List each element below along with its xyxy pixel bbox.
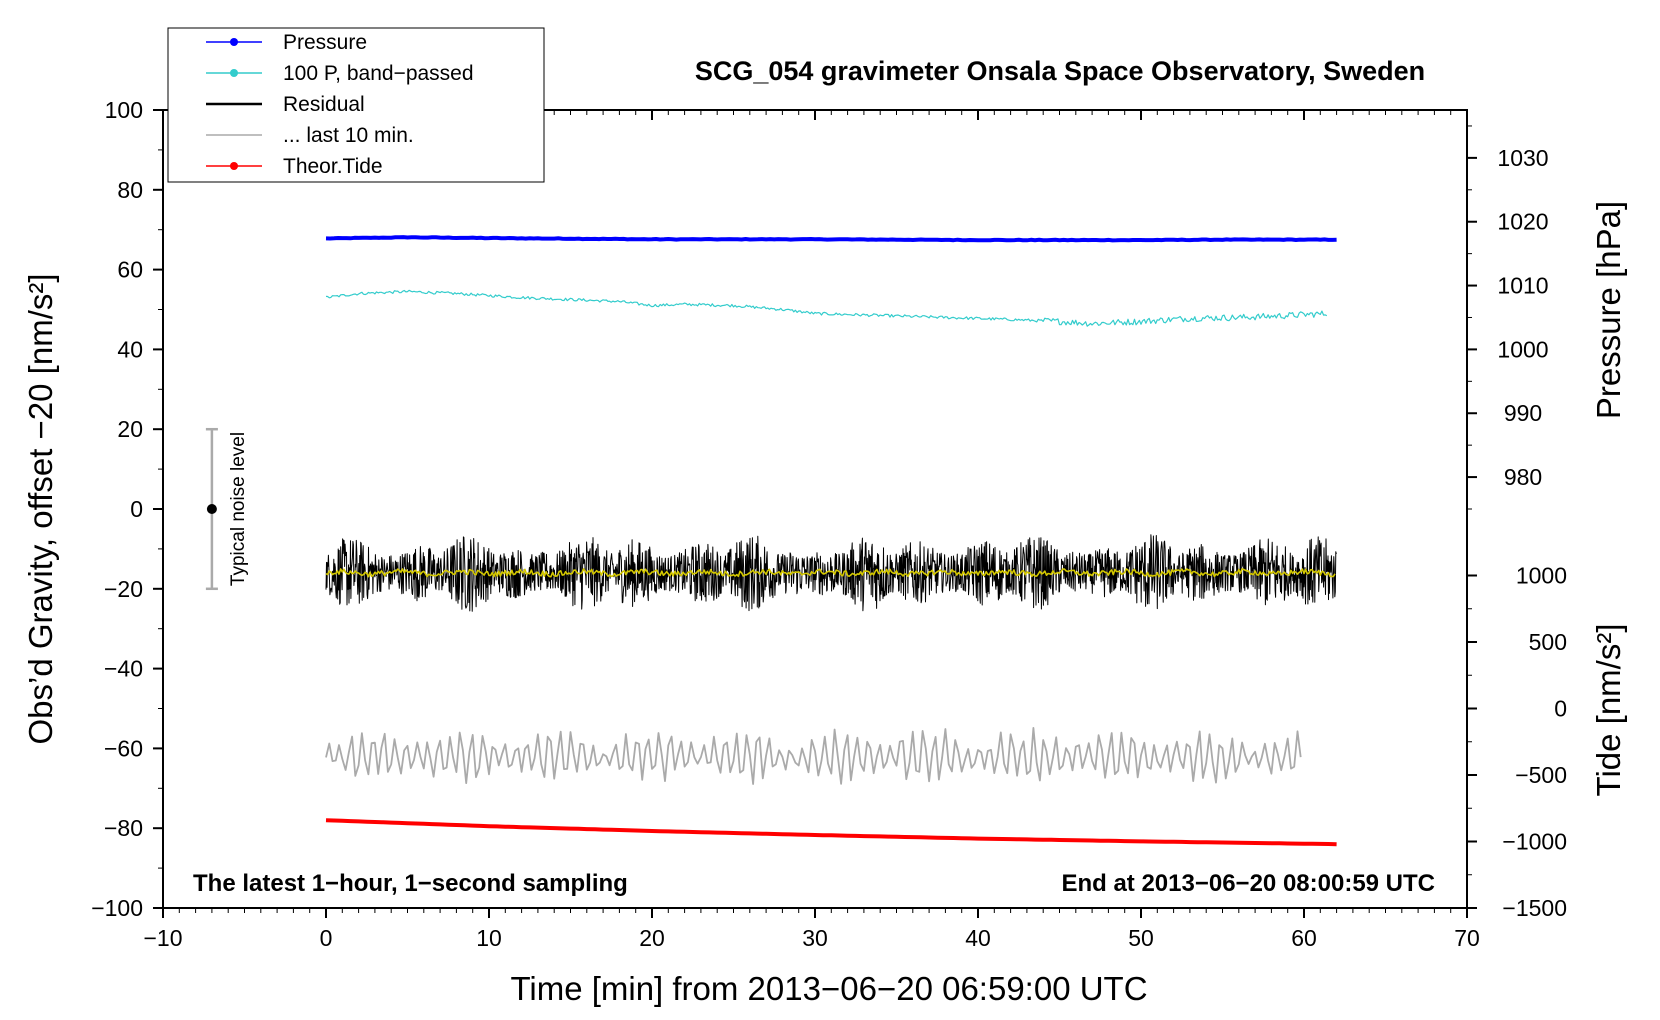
x-tick-label: 60	[1291, 925, 1317, 951]
legend: Pressure 100 P, band−passed Residual ... la…	[167, 27, 545, 183]
legend-entry: Residual	[206, 93, 365, 116]
legend-label: Theor.Tide	[283, 155, 383, 178]
legend-marker	[230, 162, 238, 170]
x-tick-label: 20	[639, 925, 665, 951]
tide-tick-label: −1500	[1502, 895, 1567, 921]
residual-line	[325, 534, 1337, 612]
tide-tick-label: 500	[1529, 629, 1567, 655]
pressure-tick-label: 1000	[1497, 336, 1548, 362]
noise-level-indicator: Typical noise level	[205, 427, 249, 591]
y-axis-label-tide: Tide [nm/s²]	[1590, 624, 1627, 797]
tide-tick-label: −1000	[1502, 829, 1567, 855]
legend-entry: 100 P, band−passed	[206, 62, 474, 85]
legend-entry: Theor.Tide	[206, 155, 383, 178]
pressure-tick-label: 980	[1504, 464, 1542, 490]
x-axis-label: Time [min] from 2013−06−20 06:59:00 UTC	[510, 970, 1147, 1007]
noise-level-dot	[206, 504, 217, 514]
pressure-tick-label: 1020	[1497, 209, 1548, 235]
last-10-min-line	[325, 727, 1302, 785]
x-tick-label: 70	[1454, 925, 1480, 951]
legend-marker	[230, 69, 238, 77]
y-tick-label: 60	[117, 257, 143, 283]
legend-label: ... last 10 min.	[283, 124, 414, 147]
x-tick-label: 30	[802, 925, 828, 951]
y-tick-label: 0	[130, 496, 143, 522]
y-tick-label: 80	[117, 177, 143, 203]
legend-entry: Pressure	[206, 31, 367, 54]
y-tick-label: −40	[104, 656, 143, 682]
y-tick-label: −100	[91, 895, 143, 921]
plot-frame	[162, 109, 1468, 909]
pressure-tick-label: 1030	[1497, 145, 1548, 171]
residual-smoothed-line	[325, 568, 1336, 578]
y-tick-label: 100	[105, 97, 143, 123]
axis-ticks: −10 0 10 20 30 40 50 60 70−100−80−60−40−20020406…	[91, 97, 1567, 951]
y-axis-label-left: Obs’d Gravity, offset −20 [nm/s²]	[22, 273, 59, 744]
y-tick-label: 20	[117, 416, 143, 442]
y-tick-label: −20	[104, 576, 143, 602]
y-tick-label: 40	[117, 336, 143, 362]
data-series	[325, 235, 1337, 847]
end-time-note: End at 2013−06−20 08:00:59 UTC	[1061, 870, 1435, 897]
tide-tick-label: 0	[1554, 696, 1567, 722]
band-passed-pressure-line	[325, 289, 1328, 327]
pressure-tick-label: 1010	[1497, 273, 1548, 299]
x-tick-label: −10	[143, 925, 182, 951]
legend-label: Pressure	[283, 31, 367, 54]
legend-label: 100 P, band−passed	[283, 62, 474, 85]
x-tick-label: 40	[965, 925, 991, 951]
y-tick-label: −60	[104, 735, 143, 761]
sampling-note: The latest 1−hour, 1−second sampling	[193, 870, 628, 897]
y-tick-label: −80	[104, 815, 143, 841]
tide-tick-label: −500	[1515, 762, 1567, 788]
theoretical-tide-line	[325, 818, 1337, 847]
pressure-tick-label: 990	[1504, 400, 1542, 426]
pressure-line	[325, 235, 1337, 243]
legend-marker	[230, 38, 238, 46]
x-tick-label: 10	[476, 925, 502, 951]
noise-level-label: Typical noise level	[228, 432, 249, 586]
chart-title: SCG_054 gravimeter Onsala Space Observat…	[695, 56, 1425, 86]
x-tick-label: 0	[320, 925, 333, 951]
tide-tick-label: 1000	[1516, 563, 1567, 589]
y-axis-label-pressure: Pressure [hPa]	[1590, 201, 1627, 419]
legend-label: Residual	[283, 93, 365, 116]
x-tick-label: 50	[1128, 925, 1154, 951]
axes-frame	[162, 109, 1468, 909]
legend-entry: ... last 10 min.	[206, 124, 414, 147]
